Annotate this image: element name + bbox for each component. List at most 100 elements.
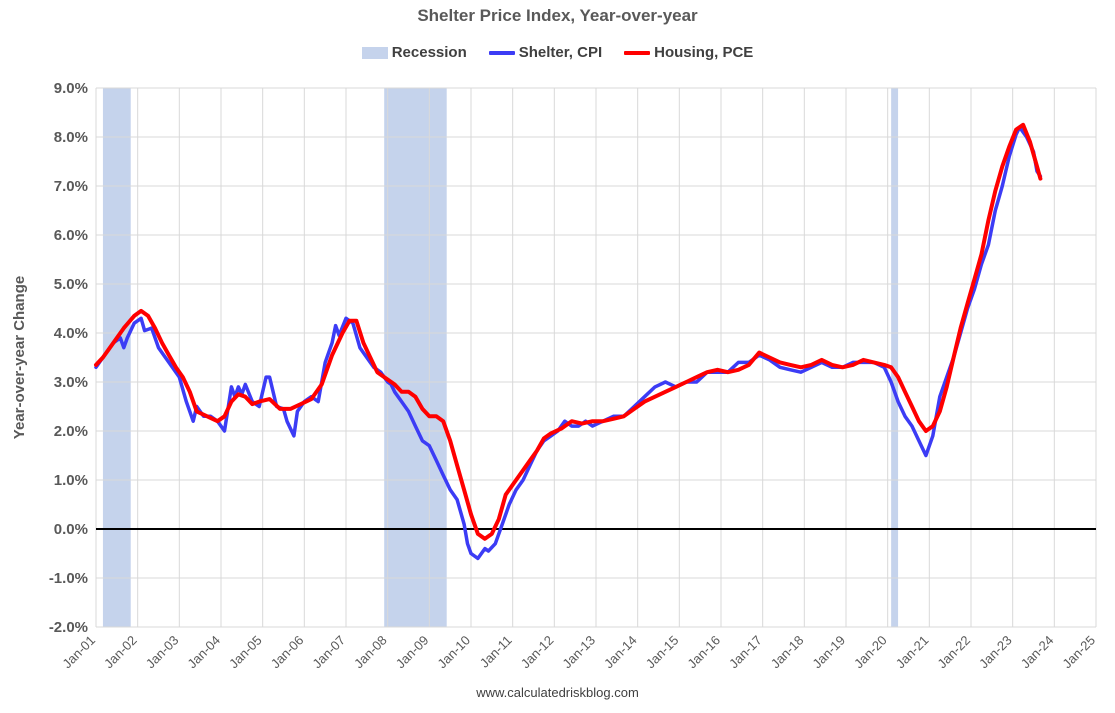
data-point-housing-pce — [401, 391, 403, 393]
data-point-shelter-cpi — [1008, 156, 1010, 158]
recession-band-1 — [102, 88, 131, 627]
series-line-housing-pce — [94, 122, 1043, 541]
data-point-shelter-cpi — [331, 342, 333, 344]
y-tick-label: 4.0% — [54, 325, 88, 342]
data-point-housing-pce — [987, 219, 989, 221]
data-point-housing-pce — [414, 396, 416, 398]
data-point-housing-pce — [175, 366, 177, 368]
series-line-shelter-cpi — [94, 125, 1043, 561]
y-tick-label: 2.0% — [54, 423, 88, 440]
data-point-shelter-cpi — [286, 420, 288, 422]
x-tick-label: Jan-17 — [726, 633, 765, 672]
data-point-shelter-cpi — [421, 440, 423, 442]
data-point-housing-pce — [932, 425, 934, 427]
data-point-shelter-cpi — [269, 376, 271, 378]
data-point-shelter-cpi — [414, 425, 416, 427]
data-point-housing-pce — [918, 420, 920, 422]
data-point-shelter-cpi — [449, 489, 451, 491]
data-point-housing-pce — [289, 408, 291, 410]
data-point-housing-pce — [994, 190, 996, 192]
y-tick-label: 5.0% — [54, 276, 88, 293]
y-tick-label: 6.0% — [54, 227, 88, 244]
data-point-housing-pce — [1029, 141, 1031, 143]
x-tick-label: Jan-09 — [393, 633, 432, 672]
data-point-housing-pce — [664, 391, 666, 393]
data-point-housing-pce — [717, 369, 719, 371]
data-point-shelter-cpi — [133, 322, 135, 324]
data-point-housing-pce — [189, 391, 191, 393]
data-point-housing-pce — [758, 352, 760, 354]
x-tick-label: Jan-16 — [684, 633, 723, 672]
data-point-shelter-cpi — [359, 347, 361, 349]
data-point-housing-pce — [321, 383, 323, 385]
data-point-housing-pce — [269, 398, 271, 400]
data-point-shelter-cpi — [324, 361, 326, 363]
data-point-housing-pce — [946, 386, 948, 388]
y-tick-label: 9.0% — [54, 80, 88, 97]
data-point-housing-pce — [873, 361, 875, 363]
legend-label-shelter-cpi: Shelter, CPI — [518, 44, 603, 61]
data-point-shelter-cpi — [158, 347, 160, 349]
y-tick-label: -2.0% — [49, 619, 88, 636]
data-point-shelter-cpi — [296, 410, 298, 412]
data-point-housing-pce — [967, 303, 969, 305]
data-point-housing-pce — [331, 354, 333, 356]
x-tick-label: Jan-07 — [309, 633, 348, 672]
data-point-housing-pce — [428, 415, 430, 417]
data-point-housing-pce — [633, 408, 635, 410]
recession-band-3 — [891, 88, 899, 627]
data-point-housing-pce — [890, 366, 892, 368]
data-point-housing-pce — [789, 364, 791, 366]
data-point-shelter-cpi — [779, 366, 781, 368]
y-tick-label: 0.0% — [54, 521, 88, 538]
data-point-shelter-cpi — [467, 543, 469, 545]
data-point-housing-pce — [939, 410, 941, 412]
data-point-housing-pce — [748, 364, 750, 366]
data-point-housing-pce — [685, 381, 687, 383]
data-point-housing-pce — [612, 418, 614, 420]
data-point-shelter-cpi — [477, 557, 479, 559]
data-point-housing-pce — [182, 376, 184, 378]
data-point-shelter-cpi — [696, 381, 698, 383]
data-point-housing-pce — [95, 364, 97, 366]
x-tick-label: Jan-22 — [934, 633, 973, 672]
data-point-housing-pce — [953, 357, 955, 359]
x-tick-label: Jan-19 — [809, 633, 848, 672]
data-point-shelter-cpi — [487, 550, 489, 552]
data-point-housing-pce — [463, 489, 465, 491]
data-point-housing-pce — [536, 450, 538, 452]
data-point-shelter-cpi — [335, 325, 337, 327]
data-point-housing-pce — [737, 369, 739, 371]
data-point-housing-pce — [644, 401, 646, 403]
data-point-housing-pce — [769, 357, 771, 359]
data-point-shelter-cpi — [123, 347, 125, 349]
data-point-housing-pce — [543, 437, 545, 439]
x-tick-label: Jan-12 — [518, 633, 557, 672]
y-tick-label: -1.0% — [49, 570, 88, 587]
data-point-housing-pce — [206, 415, 208, 417]
data-point-shelter-cpi — [317, 401, 319, 403]
x-tick-label: Jan-04 — [184, 633, 223, 672]
data-point-shelter-cpi — [164, 357, 166, 359]
data-point-housing-pce — [484, 538, 486, 540]
source-note: www.calculatedriskblog.com — [476, 685, 639, 700]
data-point-housing-pce — [217, 420, 219, 422]
data-point-housing-pce — [230, 401, 232, 403]
data-point-housing-pce — [310, 398, 312, 400]
data-point-housing-pce — [355, 320, 357, 322]
data-point-shelter-cpi — [463, 523, 465, 525]
data-point-housing-pce — [435, 415, 437, 417]
data-point-housing-pce — [515, 479, 517, 481]
data-point-housing-pce — [581, 423, 583, 425]
data-point-shelter-cpi — [737, 361, 739, 363]
data-point-shelter-cpi — [394, 391, 396, 393]
data-point-housing-pce — [196, 410, 198, 412]
data-point-shelter-cpi — [293, 435, 295, 437]
x-tick-label: Jan-18 — [768, 633, 807, 672]
data-point-housing-pce — [258, 401, 260, 403]
legend-swatch-recession — [361, 46, 388, 59]
data-point-housing-pce — [133, 315, 135, 317]
y-tick-label: 3.0% — [54, 374, 88, 391]
data-point-shelter-cpi — [515, 489, 517, 491]
data-point-housing-pce — [348, 320, 350, 322]
